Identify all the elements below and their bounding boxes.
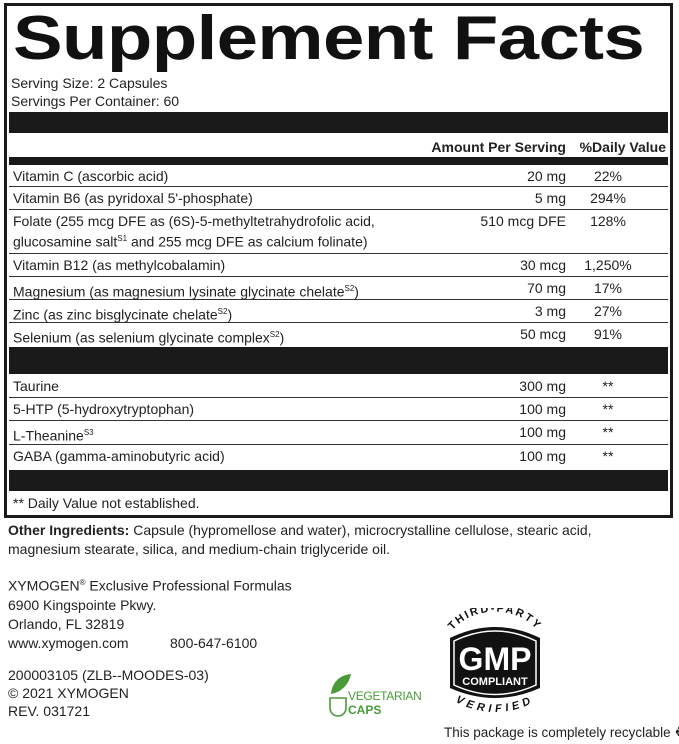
recycle-icon: ♻ — [674, 724, 679, 741]
table-row: Zinc (as zinc bisglycinate chelateS2) 3 … — [9, 300, 668, 323]
lot-code: 200003105 (ZLB--MOODES-03) — [8, 667, 209, 683]
daily-value: 91% — [593, 326, 623, 342]
daily-value: ** — [602, 378, 614, 394]
servings-per-container: Servings Per Container: 60 — [11, 93, 180, 109]
daily-value: 294% — [590, 190, 626, 206]
svg-text:COMPLIANT: COMPLIANT — [462, 676, 528, 688]
veg-logo-caps: CAPS — [348, 703, 382, 717]
ingredient-name: Vitamin B12 (as methylcobalamin) — [13, 257, 226, 273]
ingredient-name: Magnesium (as magnesium lysinate glycina… — [13, 283, 359, 300]
footnote: ** Daily Value not established. — [13, 495, 200, 511]
vegetarian-caps-logo: VEGETARIAN CAPS — [328, 672, 428, 718]
divider-bar — [9, 347, 668, 374]
ingredient-name: 5-HTP (5-hydroxytryptophan) — [13, 401, 195, 417]
company-website: www.xymogen.com — [8, 634, 129, 651]
daily-value: 17% — [593, 280, 623, 296]
other-ingredients: Other Ingredients: Capsule (hypromellose… — [8, 522, 592, 557]
dv-header: %Daily Value — [579, 139, 666, 155]
company-city: Orlando, FL 32819 — [8, 615, 125, 632]
daily-value: 27% — [593, 303, 623, 319]
ingredient-name: Zinc (as zinc bisglycinate chelateS2) — [13, 306, 233, 323]
daily-value: ** — [602, 401, 614, 417]
divider-bar — [9, 112, 668, 133]
amount: 50 mcg — [520, 326, 566, 342]
recyclable-note: This package is completely recyclable ♻ — [444, 722, 679, 742]
ingredient-name: Taurine — [13, 378, 59, 394]
table-row: GABA (gamma-aminobutyric acid) 100 mg ** — [9, 445, 668, 468]
table-row: Vitamin C (ascorbic acid) 20 mg 22% — [9, 165, 668, 187]
table-row: Taurine 300 mg ** — [9, 375, 668, 398]
amount-header: Amount Per Serving — [431, 139, 566, 155]
company-phone: 800-647-6100 — [170, 634, 258, 651]
ingredient-name: Vitamin B6 (as pyridoxal 5'-phosphate) — [13, 190, 253, 206]
serving-size: Serving Size: 2 Capsules — [11, 75, 168, 91]
amount: 70 mg — [527, 280, 566, 296]
copyright: © 2021 XYMOGEN — [8, 685, 129, 701]
company-street: 6900 Kingspointe Pkwy. — [8, 596, 157, 613]
company-name: XYMOGEN — [8, 577, 80, 594]
capsule-icon — [329, 697, 347, 717]
divider-bar — [9, 470, 668, 491]
table-row: Vitamin B6 (as pyridoxal 5'-phosphate) 5… — [9, 187, 668, 210]
amount: 300 mg — [519, 378, 566, 394]
table-row: Vitamin B12 (as methylcobalamin) 30 mcg … — [9, 254, 668, 277]
amount: 30 mcg — [520, 257, 566, 273]
veg-logo-text: VEGETARIAN — [348, 689, 422, 703]
daily-value: 1,250% — [584, 257, 632, 273]
amount: 100 mg — [519, 401, 566, 417]
table-row: 5-HTP (5-hydroxytryptophan) 100 mg ** — [9, 398, 668, 421]
title: Supplement Facts — [13, 4, 645, 73]
table-row: Selenium (as selenium glycinate complexS… — [9, 323, 668, 346]
table-row: Folate (255 mcg DFE as (6S)-5-methyltetr… — [9, 210, 668, 254]
recyclable-text: This package is completely recyclable — [444, 725, 671, 740]
amount: 100 mg — [519, 448, 566, 464]
gmp-seal: THIRD-PARTY VERIFIED GMP COMPLIANT — [440, 608, 550, 720]
ingredient-name: Selenium (as selenium glycinate complexS… — [13, 329, 285, 346]
table-row: Magnesium (as magnesium lysinate glycina… — [9, 277, 668, 300]
ingredient-name: GABA (gamma-aminobutyric acid) — [13, 448, 225, 464]
amount: 100 mg — [519, 424, 566, 440]
amount: 5 mg — [534, 190, 566, 206]
revision: REV. 031721 — [8, 703, 90, 719]
daily-value: 128% — [590, 213, 626, 229]
divider-bar — [9, 157, 668, 165]
amount: 3 mg — [534, 303, 566, 319]
daily-value: ** — [602, 448, 614, 464]
svg-text:GMP: GMP — [459, 641, 532, 677]
ingredient-name: Folate (255 mcg DFE as (6S)-5-methyltetr… — [13, 213, 375, 250]
daily-value: 22% — [593, 168, 623, 184]
ingredient-name: L-TheanineS3 — [13, 427, 94, 444]
table-row: L-TheanineS3 100 mg ** — [9, 421, 668, 445]
leaf-icon — [331, 674, 351, 694]
other-ingredients-label: Other Ingredients: — [8, 522, 130, 538]
ingredient-name: Vitamin C (ascorbic acid) — [13, 168, 169, 184]
daily-value: ** — [602, 424, 614, 440]
facts-panel: Supplement Facts Serving Size: 2 Capsule… — [4, 3, 673, 518]
amount: 20 mg — [527, 168, 566, 184]
amount: 510 mcg DFE — [480, 213, 566, 229]
company-info: XYMOGEN® Exclusive Professional Formulas… — [8, 577, 292, 651]
product-codes: 200003105 (ZLB--MOODES-03) © 2021 XYMOGE… — [8, 666, 209, 720]
